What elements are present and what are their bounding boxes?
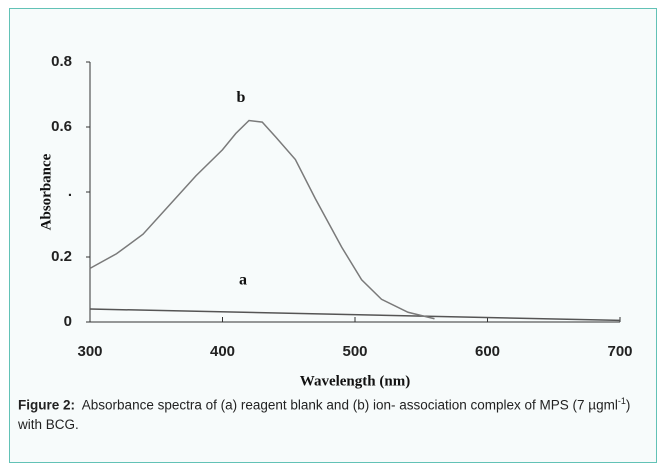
y-tick-label: 0.8 <box>51 53 72 70</box>
y-tick-label: . <box>68 183 72 200</box>
x-tick-label: 600 <box>475 343 500 360</box>
caption-text-end: ) with BCG. <box>18 397 631 432</box>
x-tick-label: 300 <box>77 343 102 360</box>
series-label: a <box>239 272 247 289</box>
caption-superscript: -1 <box>617 396 626 406</box>
x-axis-label: Wavelength (nm) <box>300 373 410 389</box>
caption-label: Figure 2: <box>18 397 76 413</box>
caption-text: Absorbance spectra of (a) reagent blank … <box>81 397 618 413</box>
x-tick-label: 500 <box>342 343 367 360</box>
y-tick-label: 0.6 <box>51 118 72 135</box>
y-axis-label: Absorbance <box>38 153 54 230</box>
y-tick-label: 0.2 <box>51 248 72 265</box>
chart: Absorbance Wavelength (nm) 0 0.2. 0.6 0.8 30… <box>38 53 632 389</box>
series-label: b <box>237 89 246 106</box>
series-line <box>89 119 435 320</box>
caption: Figure 2: Absorbance spectra of (a) reag… <box>18 392 643 434</box>
figure-frame <box>9 8 657 463</box>
x-tick-label: 700 <box>607 343 632 360</box>
x-tick-label: 400 <box>210 343 235 360</box>
y-tick-label: 0 <box>64 313 72 330</box>
series-line <box>89 308 621 322</box>
